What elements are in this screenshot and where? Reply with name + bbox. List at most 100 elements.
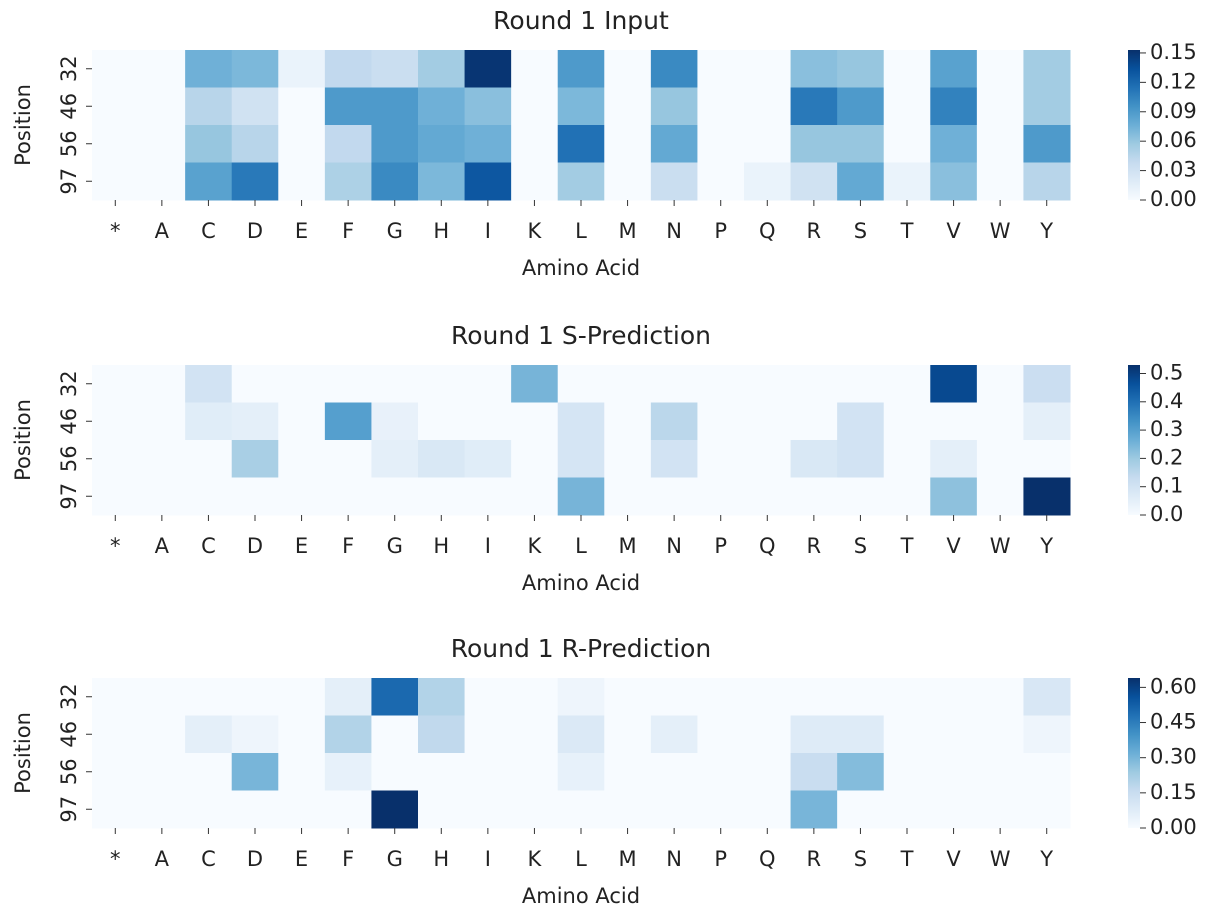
heatmap-cell: [278, 402, 326, 441]
x-tick-label: C: [201, 219, 216, 243]
x-tick-label: L: [575, 534, 587, 558]
heatmap-cell: [231, 125, 279, 163]
heatmap-cell: [697, 50, 745, 88]
heatmap-cell: [930, 477, 978, 516]
heatmap-cell: [324, 477, 372, 516]
x-tick-label: W: [990, 847, 1011, 871]
x-tick-label: G: [387, 534, 403, 558]
heatmap-cell: [92, 162, 140, 201]
x-tick-label: E: [295, 534, 308, 558]
heatmap-cell: [231, 440, 279, 478]
heatmap-cell: [278, 790, 326, 829]
heatmap-cell: [744, 365, 792, 403]
heatmap-cell: [418, 753, 466, 791]
heatmap-cell: [976, 477, 1024, 516]
heatmap-cell: [650, 125, 698, 163]
x-tick-label: A: [155, 219, 170, 243]
heatmap-cell: [650, 365, 698, 403]
heatmap-cell: [1023, 678, 1071, 716]
heatmap-cell: [92, 125, 140, 163]
x-tick-label: Q: [759, 534, 776, 558]
heatmap-cell: [697, 440, 745, 478]
heatmap-cell: [324, 678, 372, 716]
heatmap-cell: [324, 162, 372, 201]
x-tick-label: K: [528, 219, 543, 243]
y-tick-label: 56: [57, 445, 81, 472]
heatmap-cell: [976, 753, 1024, 791]
heatmap-cell: [790, 477, 838, 516]
x-tick-label: L: [575, 847, 587, 871]
heatmap-cell: [650, 162, 698, 201]
y-tick-label: 46: [57, 721, 81, 748]
heatmap-cell: [744, 125, 792, 163]
heatmap-cell: [976, 50, 1024, 88]
colorbar-tick-label: 0.15: [1150, 780, 1197, 804]
heatmap-cell: [371, 50, 419, 88]
x-tick-label: I: [485, 534, 491, 558]
heatmap-cell: [837, 50, 885, 88]
colorbar-tick-label: 0.15: [1150, 40, 1197, 64]
heatmap-cell: [930, 162, 978, 201]
heatmap-cell: [790, 50, 838, 88]
x-tick-label: Y: [1039, 847, 1053, 871]
heatmap-cell: [138, 402, 186, 441]
heatmap-cell: [138, 790, 186, 829]
heatmap-cell: [883, 87, 931, 126]
heatmap-cell: [883, 477, 931, 516]
x-tick-label: I: [485, 219, 491, 243]
heatmap-cell: [511, 440, 559, 478]
heatmap-cell: [464, 125, 512, 163]
x-tick-label: Y: [1039, 219, 1053, 243]
heatmap-cell: [557, 790, 605, 829]
heatmap-cell: [557, 402, 605, 441]
heatmap-cell: [1023, 50, 1071, 88]
heatmap-cell: [138, 678, 186, 716]
y-tick-label: 56: [57, 758, 81, 785]
x-tick-label: T: [900, 534, 914, 558]
heatmap-cell: [92, 402, 140, 441]
heatmap-cell: [883, 715, 931, 754]
x-tick-label: R: [807, 534, 822, 558]
x-tick-label: M: [619, 847, 637, 871]
heatmap-cell: [650, 477, 698, 516]
heatmap-cell: [930, 87, 978, 126]
heatmap-cell: [976, 440, 1024, 478]
heatmap-cell: [138, 162, 186, 201]
colorbar-tick-label: 0.00: [1150, 815, 1197, 839]
heatmap-cell: [511, 477, 559, 516]
y-tick-label: 32: [57, 683, 81, 710]
heatmap-cell: [930, 678, 978, 716]
x-tick-label: K: [528, 847, 543, 871]
heatmap-cell: [92, 678, 140, 716]
heatmap-cell: [231, 790, 279, 829]
colorbar-tick-label: 0.4: [1150, 389, 1183, 413]
x-tick-label: T: [900, 847, 914, 871]
colorbar-tick-label: 0.60: [1150, 674, 1197, 698]
heatmap-cell: [837, 125, 885, 163]
x-tick-label: V: [946, 534, 961, 558]
heatmap-cell: [697, 715, 745, 754]
heatmap-cell: [650, 402, 698, 441]
x-axis-label: Amino Acid: [522, 884, 640, 908]
x-tick-label: I: [485, 847, 491, 871]
heatmap-cell: [976, 365, 1024, 403]
heatmap-cell: [511, 125, 559, 163]
heatmap-cell: [604, 402, 652, 441]
heatmap-cell: [790, 125, 838, 163]
heatmap-cell: [511, 365, 559, 403]
heatmap-cell: [464, 790, 512, 829]
heatmap-cell: [1023, 715, 1071, 754]
colorbar-tick-label: 0.30: [1150, 745, 1197, 769]
heatmap-cell: [883, 365, 931, 403]
heatmap-cell: [744, 162, 792, 201]
heatmap-cell: [185, 678, 233, 716]
heatmap-cell: [930, 790, 978, 829]
colorbar: [1128, 678, 1140, 828]
heatmap-cell: [464, 87, 512, 126]
heatmap-cell: [185, 402, 233, 441]
heatmap-cell: [930, 50, 978, 88]
x-tick-label: N: [666, 219, 682, 243]
heatmap-cell: [837, 162, 885, 201]
heatmap-cell: [790, 753, 838, 791]
heatmap-cell: [278, 753, 326, 791]
